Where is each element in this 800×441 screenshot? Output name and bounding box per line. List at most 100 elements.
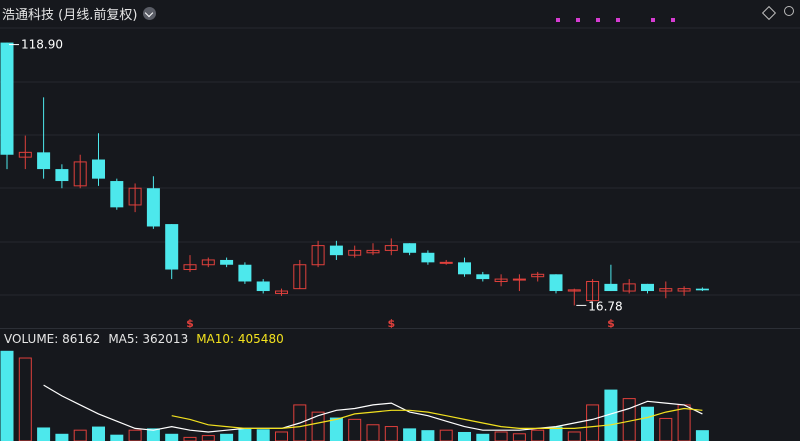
candle-body — [275, 290, 288, 294]
candle-body — [622, 283, 636, 292]
candle-body — [677, 288, 691, 292]
volume-bar — [110, 434, 124, 441]
volume-bar — [329, 417, 343, 441]
chart-tools — [761, 5, 794, 21]
candle-body — [476, 274, 490, 280]
candle-body — [311, 245, 325, 266]
candle-body — [659, 288, 673, 292]
candle-body — [238, 264, 252, 282]
candle-body — [220, 259, 234, 265]
signal-marker: $ — [387, 317, 395, 330]
volume-bar — [293, 404, 307, 441]
candle-body — [293, 264, 307, 290]
candle-body — [439, 261, 453, 264]
volume-bar — [512, 433, 526, 441]
signal-marker: $ — [186, 317, 194, 330]
candle-body — [55, 169, 69, 182]
candle-body — [348, 249, 362, 256]
volume-bar — [586, 404, 600, 441]
volume-bar — [439, 429, 453, 441]
stock-title: 浩通科技 (月线.前复权) — [2, 7, 138, 23]
volume-bar — [256, 429, 270, 441]
volume-bar — [201, 435, 215, 441]
volume-bar — [73, 429, 87, 441]
gear-icon[interactable] — [784, 6, 794, 16]
volume-bar — [384, 426, 398, 441]
marker-dot — [596, 18, 600, 22]
volume-bar — [348, 418, 362, 441]
candle-body — [183, 264, 197, 271]
candle-body — [201, 259, 215, 266]
volume-bar — [183, 436, 197, 441]
volume-bar — [128, 429, 142, 441]
volume-bar — [476, 433, 490, 441]
marker-dot — [556, 18, 560, 22]
candle-body — [586, 280, 600, 302]
volume-bar — [494, 431, 508, 441]
candle-body — [695, 288, 709, 291]
candle-body — [37, 152, 51, 170]
volume-legend: VOLUME: 86162 MA5: 362013 MA10: 405480 — [4, 332, 284, 346]
candle-body — [73, 161, 87, 187]
candle-body — [531, 273, 545, 278]
marker-dot — [671, 18, 675, 22]
volume-bar — [92, 426, 105, 441]
volume-bar — [421, 430, 435, 441]
ma10-label: MA10: 405480 — [196, 332, 284, 346]
signal-marker: $ — [607, 317, 615, 330]
ma5-label: MA5: 362013 — [108, 332, 189, 346]
candle-body — [403, 243, 417, 253]
volume-bar — [220, 433, 234, 441]
candle-body — [0, 42, 14, 155]
volume-bar — [549, 426, 563, 441]
candle-body — [384, 245, 398, 251]
candle-body — [604, 283, 618, 292]
candle-body — [512, 278, 526, 281]
volume-bar — [311, 411, 325, 441]
volume-bar — [165, 433, 179, 441]
candle-body — [494, 278, 508, 282]
candle-body — [549, 274, 563, 292]
volume-bar — [695, 430, 709, 441]
candle-body — [256, 281, 270, 292]
volume-bar — [0, 350, 14, 441]
candle-body — [567, 289, 581, 292]
candle-body — [458, 262, 471, 275]
candle-body — [128, 187, 142, 206]
volume-bar — [18, 357, 32, 441]
candle-body — [92, 159, 105, 179]
volume-bar — [659, 417, 673, 441]
chevron-down-icon[interactable] — [143, 6, 157, 20]
volume-bar — [641, 406, 654, 441]
candle-body — [165, 224, 179, 270]
candle-body — [110, 181, 124, 208]
marker-dot — [576, 18, 580, 22]
volume-bar — [458, 431, 471, 441]
volume-bar — [567, 431, 581, 441]
volume-label: VOLUME: 86162 — [4, 332, 101, 346]
volume-bar — [604, 389, 618, 441]
ma10-line — [171, 407, 703, 429]
volume-bar — [37, 427, 51, 441]
candle-body — [146, 188, 160, 227]
volume-bar — [55, 433, 69, 441]
volume-bar — [275, 431, 288, 441]
candle-body — [421, 252, 435, 263]
candle-body — [366, 249, 380, 254]
volume-bar — [403, 428, 417, 441]
candle-body — [18, 151, 32, 158]
volume-bar — [531, 429, 545, 441]
marker-dot — [616, 18, 620, 22]
low-label: 16.78 — [588, 299, 622, 313]
high-label: 118.90 — [21, 38, 63, 52]
chart-title-bar: 浩通科技 (月线.前复权) — [2, 4, 157, 23]
pane-divider — [0, 328, 800, 329]
candle-body — [641, 283, 654, 292]
volume-bar — [677, 404, 691, 441]
volume-bar — [146, 428, 160, 441]
volume-bar — [238, 428, 252, 441]
volume-bar — [366, 424, 380, 441]
marker-dot — [651, 18, 655, 22]
ma5-line — [43, 384, 703, 433]
